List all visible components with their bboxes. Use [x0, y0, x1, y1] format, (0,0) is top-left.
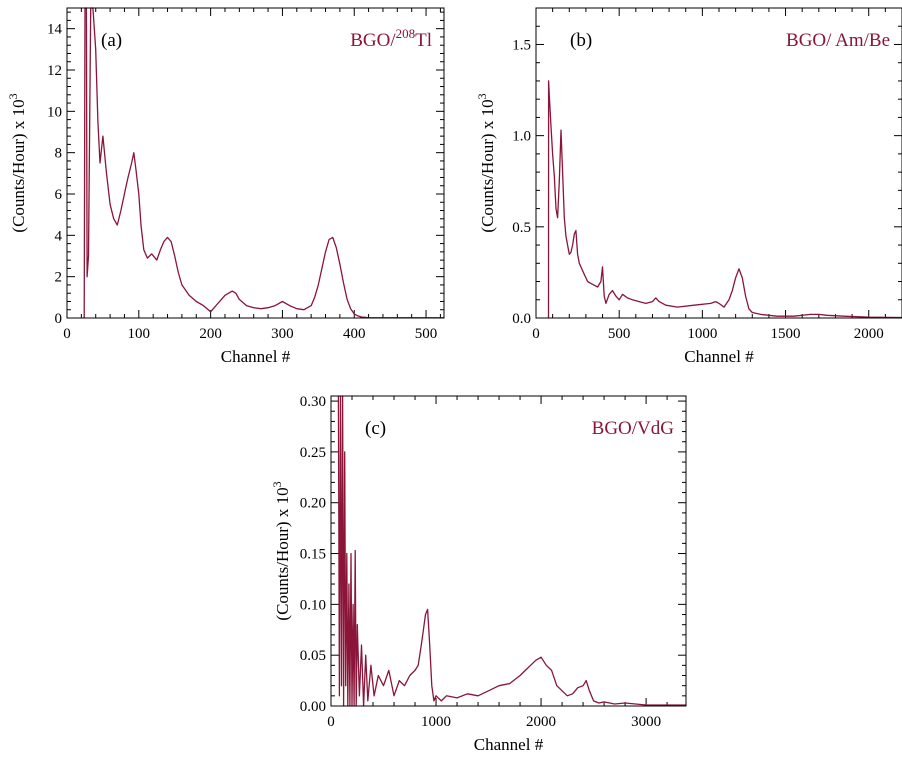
x-tick-label: 500 [608, 326, 631, 342]
annotation-superscript: 208 [396, 26, 416, 41]
y-tick-label: 0.30 [300, 394, 326, 410]
annotation-prefix: BGO/ Am/Be [786, 30, 890, 51]
spectrum-line [83, 7, 444, 319]
x-tick-label: 1000 [687, 326, 717, 342]
axis-ticks: 0 100 200 300 400 500 0 2 4 6 8 10 12 14 [47, 8, 444, 342]
y-tick-label: 14 [47, 22, 63, 38]
x-tick-label: 0 [63, 326, 71, 342]
panel-label: (c) [365, 418, 386, 439]
y-tick-label: 0.25 [300, 445, 326, 461]
panel-label: (b) [570, 30, 592, 51]
x-tick-label: 2000 [854, 326, 884, 342]
x-tick-label: 400 [343, 326, 366, 342]
y-axis-label: (Counts/Hour) x 103 [475, 93, 497, 232]
panel-b: 0 500 1000 1500 2000 0.0 0.5 1.0 1.5 (b) BGO/ Am… [475, 7, 902, 366]
x-tick-label: 300 [271, 326, 294, 342]
x-tick-label: 200 [199, 326, 222, 342]
spectrum-line [337, 395, 686, 707]
y-axis-label-exponent: 3 [6, 93, 20, 99]
annotation-prefix: BGO/VdG [592, 418, 675, 439]
axis-ticks: 0 1000 2000 3000 0.00 0.05 0.10 0.15 0.20 0.25 0.3… [300, 394, 686, 730]
y-tick-label: 6 [55, 187, 63, 203]
axis-ticks: 0 500 1000 1500 2000 0.0 0.5 1.0 1.5 [512, 7, 902, 342]
y-tick-label: 10 [47, 104, 62, 120]
x-tick-label: 100 [128, 326, 151, 342]
y-tick-label: 12 [47, 63, 62, 79]
panel-c: 0 1000 2000 3000 0.00 0.05 0.10 0.15 0.20 0.25 0.3… [270, 394, 687, 754]
y-axis-label: (Counts/Hour) x 103 [270, 481, 292, 620]
dataset-annotation: BGO/VdG [592, 418, 675, 439]
y-tick-label: 0.10 [300, 597, 326, 613]
series-group [547, 80, 902, 319]
series-group [337, 395, 686, 707]
dataset-annotation: BGO/ Am/Be [786, 30, 890, 51]
x-tick-label: 1000 [421, 714, 451, 730]
y-tick-label: 4 [55, 228, 63, 244]
y-tick-label: 1.0 [512, 129, 531, 145]
y-tick-label: 0.00 [300, 699, 326, 715]
y-tick-label: 0.5 [512, 220, 531, 236]
y-tick-label: 8 [55, 146, 63, 162]
x-axis-label: Channel # [684, 347, 754, 366]
annotation-prefix: BGO/ [350, 30, 396, 51]
x-axis-label: Channel # [221, 347, 291, 366]
x-tick-label: 500 [415, 326, 438, 342]
dataset-annotation: BGO/208Tl [350, 26, 432, 51]
y-tick-label: 0 [55, 311, 63, 327]
plot-frame [535, 7, 902, 319]
x-axis-label: Channel # [474, 735, 544, 754]
x-tick-label: 0 [327, 714, 335, 730]
panel-label: (a) [101, 30, 122, 51]
y-axis-label-text: (Counts/Hour) x 10 [478, 99, 497, 232]
y-axis-label-text: (Counts/Hour) x 10 [9, 99, 28, 232]
y-tick-label: 0.15 [300, 547, 326, 563]
y-tick-label: 2 [55, 270, 63, 286]
panel-a: 0 100 200 300 400 500 0 2 4 6 8 10 12 14 (a) BGO/208T… [6, 7, 445, 366]
spectrum-line [547, 80, 902, 319]
y-axis-label-exponent: 3 [475, 93, 489, 99]
plot-frame [330, 395, 687, 707]
y-axis-label-text: (Counts/Hour) x 10 [273, 487, 292, 620]
plot-frame [66, 7, 445, 319]
y-axis-label: (Counts/Hour) x 103 [6, 93, 28, 232]
annotation-suffix: Tl [415, 30, 432, 51]
y-tick-label: 0.05 [300, 648, 326, 664]
y-tick-label: 0.20 [300, 496, 326, 512]
y-tick-label: 1.5 [512, 37, 531, 53]
y-tick-label: 0.0 [512, 311, 531, 327]
x-tick-label: 1500 [771, 326, 801, 342]
x-tick-label: 2000 [526, 714, 556, 730]
x-tick-label: 3000 [631, 714, 661, 730]
x-tick-label: 0 [532, 326, 540, 342]
y-axis-label-exponent: 3 [270, 481, 284, 487]
series-group [83, 7, 444, 319]
